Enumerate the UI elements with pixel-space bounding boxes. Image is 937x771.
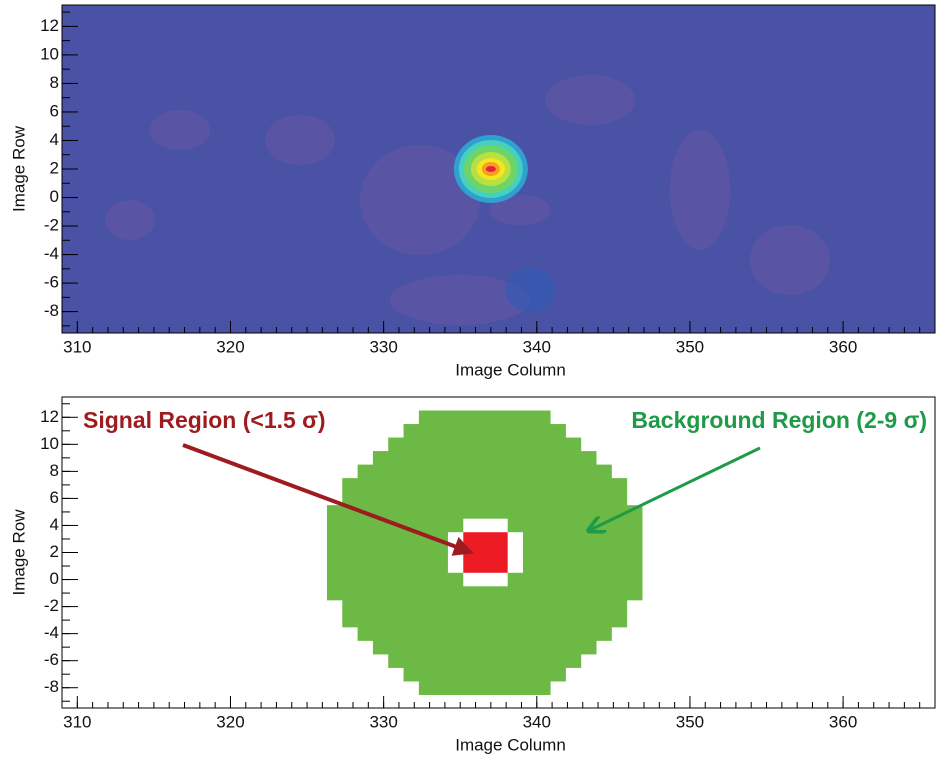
heatmap-texture bbox=[750, 225, 830, 295]
y-tick-label: 2 bbox=[50, 158, 59, 177]
background-region-cell bbox=[357, 626, 612, 641]
background-region-cell bbox=[326, 586, 643, 601]
panel bbox=[61, 403, 936, 708]
heatmap-texture bbox=[150, 110, 210, 150]
x-tick-label: 320 bbox=[216, 712, 244, 731]
background-region-cell bbox=[342, 491, 628, 506]
y-tick-label: 8 bbox=[50, 73, 59, 92]
heatmap-texture bbox=[505, 268, 555, 312]
x-tick-label: 320 bbox=[216, 337, 244, 356]
background-region-cell bbox=[342, 613, 628, 628]
background-region-cell bbox=[342, 599, 628, 614]
heatmap-peak bbox=[485, 166, 496, 172]
background-region-cell bbox=[418, 680, 551, 695]
x-tick-label: 360 bbox=[829, 337, 857, 356]
background-region-cell bbox=[326, 505, 643, 520]
background-region-cell bbox=[403, 424, 566, 439]
y-tick-label: -2 bbox=[44, 596, 59, 615]
panel bbox=[61, 5, 936, 333]
background-region-cell bbox=[372, 640, 597, 655]
y-tick-label: 0 bbox=[50, 187, 59, 206]
x-tick-label: 330 bbox=[369, 337, 397, 356]
y-axis-label: Image Row bbox=[9, 125, 28, 212]
signal-arrow bbox=[182, 443, 474, 556]
y-tick-label: 6 bbox=[50, 101, 59, 120]
x-tick-label: 360 bbox=[829, 712, 857, 731]
x-axis-label: Image Column bbox=[455, 360, 566, 379]
y-tick-label: 10 bbox=[40, 434, 59, 453]
y-tick-label: 12 bbox=[40, 407, 59, 426]
signal-region bbox=[463, 532, 508, 573]
y-tick-label: -6 bbox=[44, 273, 59, 292]
y-axis-label: Image Row bbox=[9, 509, 28, 596]
signal-label: Signal Region (<1.5 σ) bbox=[83, 407, 326, 433]
y-tick-label: 6 bbox=[50, 488, 59, 507]
y-tick-label: -6 bbox=[44, 650, 59, 669]
background-region-cell bbox=[372, 451, 597, 466]
heatmap-texture bbox=[490, 195, 550, 225]
x-tick-label: 350 bbox=[676, 337, 704, 356]
y-tick-label: 8 bbox=[50, 461, 59, 480]
x-tick-label: 330 bbox=[369, 712, 397, 731]
heatmap-texture bbox=[390, 275, 530, 325]
x-tick-label: 310 bbox=[63, 337, 91, 356]
y-tick-label: 0 bbox=[50, 569, 59, 588]
background-region-cell bbox=[403, 667, 566, 682]
x-tick-label: 350 bbox=[676, 712, 704, 731]
y-tick-label: 4 bbox=[50, 515, 59, 534]
y-tick-label: -2 bbox=[44, 216, 59, 235]
background-label: Background Region (2-9 σ) bbox=[631, 407, 927, 433]
background-region-cell bbox=[357, 464, 612, 479]
heatmap-texture bbox=[105, 200, 155, 240]
background-arrow bbox=[590, 446, 761, 530]
background-region-cell bbox=[388, 437, 582, 452]
y-tick-label: -8 bbox=[44, 677, 59, 696]
x-tick-label: 340 bbox=[523, 337, 551, 356]
background-region-cell bbox=[342, 478, 628, 493]
y-tick-label: 10 bbox=[40, 44, 59, 63]
y-tick-label: 4 bbox=[50, 130, 59, 149]
background-region-cell bbox=[388, 653, 582, 668]
background-region-cell bbox=[418, 410, 551, 425]
y-tick-label: -4 bbox=[44, 244, 59, 263]
heatmap-texture bbox=[360, 145, 480, 255]
x-tick-label: 310 bbox=[63, 712, 91, 731]
heatmap-texture bbox=[265, 115, 335, 165]
heatmap-texture bbox=[545, 75, 635, 125]
x-axis-label: Image Column bbox=[455, 735, 566, 754]
y-tick-label: 12 bbox=[40, 16, 59, 35]
y-tick-label: -4 bbox=[44, 623, 59, 642]
y-tick-label: -8 bbox=[44, 301, 59, 320]
x-tick-label: 340 bbox=[523, 712, 551, 731]
y-tick-label: 2 bbox=[50, 542, 59, 561]
heatmap-texture bbox=[670, 130, 730, 250]
